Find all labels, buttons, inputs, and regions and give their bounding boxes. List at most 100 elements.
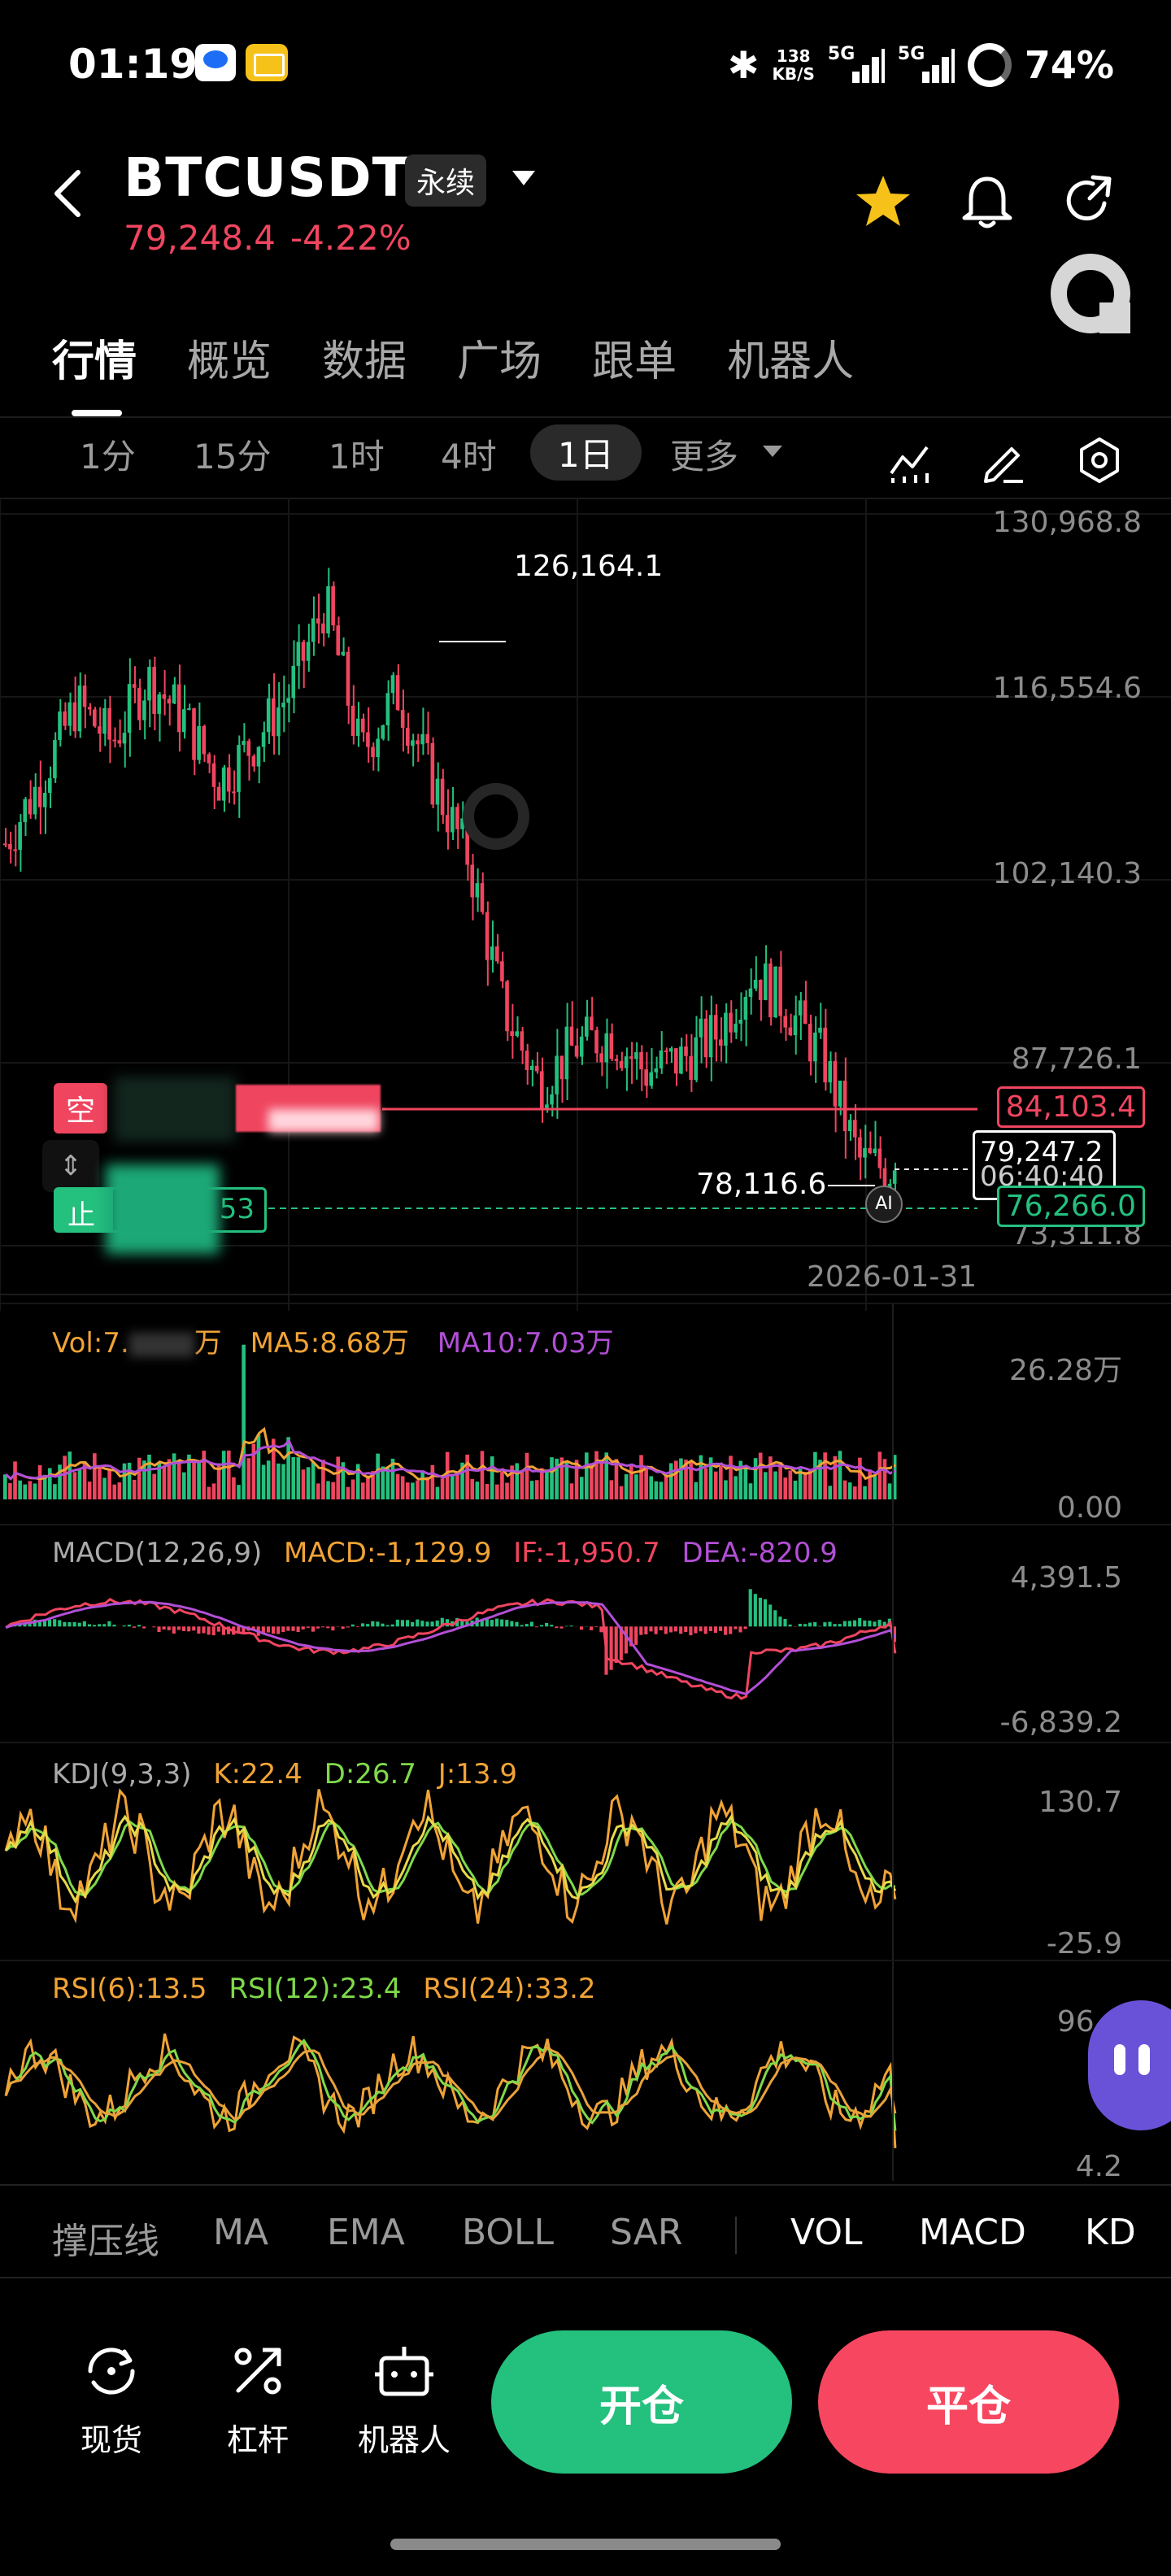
tab-square[interactable]: 广场 xyxy=(457,337,542,386)
candle-body xyxy=(261,732,266,747)
assistant-bubble-icon[interactable] xyxy=(1088,2000,1171,2130)
nav-bot[interactable]: 机器人 xyxy=(343,2339,465,2460)
nav-margin[interactable]: 杠杆 xyxy=(197,2339,319,2460)
candle-body xyxy=(425,733,430,743)
nav-spot[interactable]: 现货 xyxy=(50,2339,172,2460)
open-position-button[interactable]: 开仓 xyxy=(491,2330,792,2474)
bell-icon[interactable] xyxy=(956,171,1018,233)
volume-bar xyxy=(674,1460,678,1499)
candle-body xyxy=(639,1051,643,1070)
candle-body xyxy=(361,718,365,733)
short-position-tag[interactable]: 空 xyxy=(54,1083,107,1134)
volume-bar xyxy=(157,1462,162,1499)
volume-bar xyxy=(758,1452,763,1499)
macd-histogram-bar xyxy=(28,1624,32,1627)
ind-support-resistance[interactable]: 撑压线 xyxy=(52,2221,159,2262)
volume-bar xyxy=(788,1470,793,1499)
ai-badge[interactable]: AI xyxy=(865,1186,903,1223)
symbol-title[interactable]: BTCUSDT xyxy=(124,146,410,209)
macd-histogram-bar xyxy=(326,1626,330,1629)
ind-ema[interactable]: EMA xyxy=(327,2212,405,2253)
volume-bar xyxy=(326,1481,330,1499)
volume-bar xyxy=(649,1476,654,1499)
volume-bar xyxy=(838,1451,842,1499)
tab-overview[interactable]: 概览 xyxy=(187,337,272,386)
drag-handle-icon[interactable]: ⇕ xyxy=(42,1140,99,1192)
ind-vol[interactable]: VOL xyxy=(790,2212,863,2253)
home-indicator[interactable] xyxy=(390,2539,781,2550)
vol-ma5-line xyxy=(5,1426,896,1481)
short-label: 空 xyxy=(65,1094,95,1128)
back-icon[interactable] xyxy=(52,169,85,218)
y-tick: 116,554.6 xyxy=(992,672,1142,705)
divider xyxy=(0,1742,1171,1743)
volume-bar xyxy=(316,1483,320,1499)
tab-bot[interactable]: 机器人 xyxy=(727,337,855,386)
macd-histogram-bar xyxy=(868,1621,872,1627)
volume-panel[interactable]: Vol:7. 万 MA5:8.68万 MA10:7.03万 26.28万 0.00 xyxy=(0,1304,1171,1525)
d-value: D:26.7 xyxy=(324,1758,416,1791)
volume-bar xyxy=(296,1457,301,1499)
macd-histogram-bar xyxy=(67,1622,72,1627)
tab-data[interactable]: 数据 xyxy=(322,337,407,386)
candle-body xyxy=(847,1120,852,1132)
caret-down-icon[interactable] xyxy=(763,446,782,457)
stop-price-tag[interactable]: 76,266.0 xyxy=(996,1186,1145,1227)
vol-axis-top: 26.28万 xyxy=(1008,1354,1122,1387)
star-icon[interactable] xyxy=(852,171,914,233)
macd-histogram-bar xyxy=(738,1626,742,1633)
tab-copytrade[interactable]: 跟单 xyxy=(592,337,677,386)
tf-1h[interactable]: 1时 xyxy=(329,437,385,476)
candlestick-svg[interactable] xyxy=(0,498,1171,1364)
short-entry-price-tag[interactable]: 84,103.4 xyxy=(996,1086,1145,1128)
settings-hex-icon[interactable] xyxy=(1075,436,1124,485)
close-position-button[interactable]: 平仓 xyxy=(818,2330,1119,2474)
brand-logo-icon[interactable] xyxy=(1051,254,1130,333)
volume-bar xyxy=(48,1468,52,1499)
ind-boll[interactable]: BOLL xyxy=(462,2212,555,2253)
ind-kdj[interactable]: KD xyxy=(1085,2212,1136,2253)
volume-bar xyxy=(331,1482,335,1499)
divider xyxy=(0,2277,1171,2278)
rsi-panel[interactable]: RSI(6):13.5 RSI(12):23.4 RSI(24):33.2 96… xyxy=(0,1961,1171,2183)
candle-body xyxy=(694,1037,699,1081)
macd-histogram-bar xyxy=(525,1624,529,1627)
volume-bar xyxy=(291,1456,296,1499)
tf-15m[interactable]: 15分 xyxy=(194,437,272,476)
candle-body xyxy=(237,745,241,792)
share-icon[interactable] xyxy=(1057,171,1119,233)
tf-1d[interactable]: 1日 xyxy=(530,424,642,481)
candle-body xyxy=(435,778,440,805)
macd-histogram-bar xyxy=(818,1625,822,1627)
candle-body xyxy=(569,1026,574,1046)
caret-down-icon[interactable] xyxy=(512,171,535,185)
volume-bar xyxy=(13,1461,17,1499)
candle-body xyxy=(877,1148,882,1168)
macd-panel[interactable]: MACD(12,26,9) MACD:-1,129.9 IF:-1,950.7 … xyxy=(0,1525,1171,1742)
kdj-panel[interactable]: KDJ(9,3,3) K:22.4 D:26.7 J:13.9 130.7 -2… xyxy=(0,1743,1171,1960)
ind-macd[interactable]: MACD xyxy=(919,2212,1026,2253)
macd-histogram-bar xyxy=(619,1626,623,1660)
tf-1m[interactable]: 1分 xyxy=(80,437,136,476)
draw-pencil-icon[interactable] xyxy=(979,436,1028,485)
candlestick-chart[interactable]: 130,968.8 116,554.6 102,140.3 87,726.1 7… xyxy=(0,498,1171,1364)
candle-body xyxy=(559,1055,564,1080)
candle-body xyxy=(311,618,316,642)
tf-4h[interactable]: 4时 xyxy=(441,437,497,476)
macd-value: MACD:-1,129.9 xyxy=(284,1537,492,1569)
candle-body xyxy=(480,883,485,912)
masked-white-bar xyxy=(268,1109,379,1132)
tf-more[interactable]: 更多 xyxy=(670,437,739,476)
tab-market[interactable]: 行情 xyxy=(52,337,137,386)
volume-bar xyxy=(311,1461,316,1499)
volume-bar xyxy=(764,1472,768,1499)
macd-histogram-bar xyxy=(798,1623,802,1627)
candle-body xyxy=(411,740,415,746)
contract-type-badge[interactable]: 永续 xyxy=(405,154,487,207)
indicator-icon[interactable] xyxy=(886,436,935,485)
ind-ma[interactable]: MA xyxy=(213,2212,269,2253)
ind-sar[interactable]: SAR xyxy=(610,2212,683,2253)
volume-bar xyxy=(599,1461,603,1499)
volume-bar xyxy=(525,1452,529,1499)
candle-body xyxy=(37,786,42,807)
